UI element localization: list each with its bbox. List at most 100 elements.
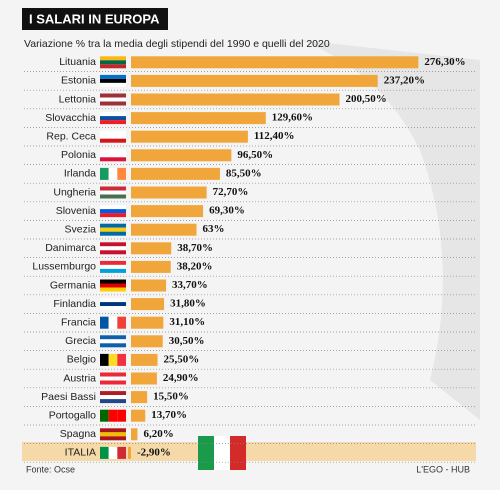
flag-stripe (100, 298, 126, 303)
flag-stripe (108, 353, 118, 366)
flag-stripe (100, 353, 109, 366)
flag-stripe (100, 223, 126, 228)
bar (131, 298, 165, 311)
bar (131, 93, 340, 106)
flag-stripe (100, 335, 126, 340)
chart-title: I SALARI IN EUROPA (29, 11, 160, 26)
value-label: 69,30% (209, 205, 245, 217)
flag-stripe (100, 101, 126, 106)
flag-stripe (100, 446, 109, 459)
value-label: -2,90% (137, 446, 171, 458)
category-label: ITALIA (65, 447, 96, 459)
flag-stripe (117, 316, 126, 329)
flag-stripe (100, 306, 126, 311)
category-label: Slovacchia (45, 112, 96, 124)
bar (131, 223, 197, 236)
category-label: Ungheria (53, 186, 96, 198)
bar (131, 260, 171, 273)
flag-stripe (100, 93, 126, 98)
flag-stripe (100, 120, 126, 125)
flag-stripe (100, 205, 126, 210)
bar (127, 446, 131, 459)
value-label: 25,50% (164, 353, 200, 365)
flag-stripe (100, 74, 126, 79)
category-label: Lituania (59, 56, 96, 68)
flag-stripe (100, 82, 126, 87)
flag-stripe (100, 157, 126, 162)
category-label: Svezia (64, 223, 96, 235)
value-label: 63% (203, 223, 225, 235)
category-label: Belgio (67, 354, 96, 366)
flag-stripe (100, 186, 126, 191)
bar (131, 167, 220, 180)
flag-stripe (100, 194, 126, 199)
flag-stripe (100, 302, 126, 307)
flag-stripe (108, 446, 118, 459)
value-label: 200,50% (346, 93, 387, 105)
flag-stripe (100, 227, 126, 232)
flag-stripe (108, 409, 118, 422)
flag-stripe (100, 56, 126, 61)
flag-stripe (100, 231, 126, 236)
flag-stripe (100, 134, 126, 139)
value-label: 72,70% (213, 186, 249, 198)
category-label: Paesi Bassi (41, 391, 96, 403)
flag-stripe (100, 399, 126, 404)
flag-stripe (108, 316, 118, 329)
value-label: 24,90% (163, 372, 199, 384)
category-label: Finlandia (53, 298, 96, 310)
value-label: 112,40% (254, 130, 295, 142)
flag-stripe (100, 242, 126, 247)
flag-stripe (100, 409, 109, 422)
flag-stripe (100, 190, 126, 195)
bar (131, 372, 157, 385)
category-label: Grecia (65, 335, 96, 347)
flag-stripe (100, 372, 126, 377)
bar (131, 353, 158, 366)
category-label: Polonia (61, 149, 96, 161)
flag-stripe (108, 167, 118, 180)
category-label: Danimarca (45, 242, 96, 254)
subtitle: Variazione % tra la media degli stipendi… (24, 38, 330, 50)
title-box (22, 8, 168, 30)
bar (131, 74, 378, 87)
flag-stripe (100, 60, 126, 65)
value-label: 13,70% (151, 409, 187, 421)
bar (131, 428, 138, 441)
flag-stripe (100, 213, 126, 218)
bar (131, 391, 148, 404)
category-label: Portogallo (49, 409, 96, 421)
flag-stripe (100, 112, 126, 117)
flag-stripe (100, 138, 126, 143)
flag-stripe (100, 149, 126, 154)
bar (131, 205, 204, 218)
flag-stripe (100, 283, 126, 288)
flag-stripe (100, 167, 109, 180)
value-label: 30,50% (169, 335, 205, 347)
value-label: 6,20% (143, 428, 173, 440)
flag-stripe (100, 391, 126, 396)
value-label: 85,50% (226, 167, 262, 179)
flag-stripe (100, 343, 126, 348)
category-label: Spagna (60, 428, 96, 440)
value-label: 38,70% (177, 242, 213, 254)
value-label: 237,20% (384, 74, 425, 86)
category-label: Lettonia (59, 93, 97, 105)
flag-stripe (100, 264, 126, 269)
bar (131, 279, 167, 292)
flag-stripe (100, 250, 126, 255)
bar (131, 409, 146, 422)
value-label: 38,20% (177, 260, 213, 272)
flag-stripe (100, 97, 126, 102)
category-label: Estonia (61, 75, 96, 87)
value-label: 276,30% (424, 56, 465, 68)
flag-stripe (100, 339, 126, 344)
flag-stripe (100, 376, 126, 381)
flag-stripe (100, 209, 126, 214)
category-label: Rep. Ceca (46, 130, 96, 142)
flag-stripe (100, 395, 126, 400)
bar (131, 149, 232, 162)
bar (131, 130, 248, 143)
value-label: 15,50% (153, 391, 189, 403)
